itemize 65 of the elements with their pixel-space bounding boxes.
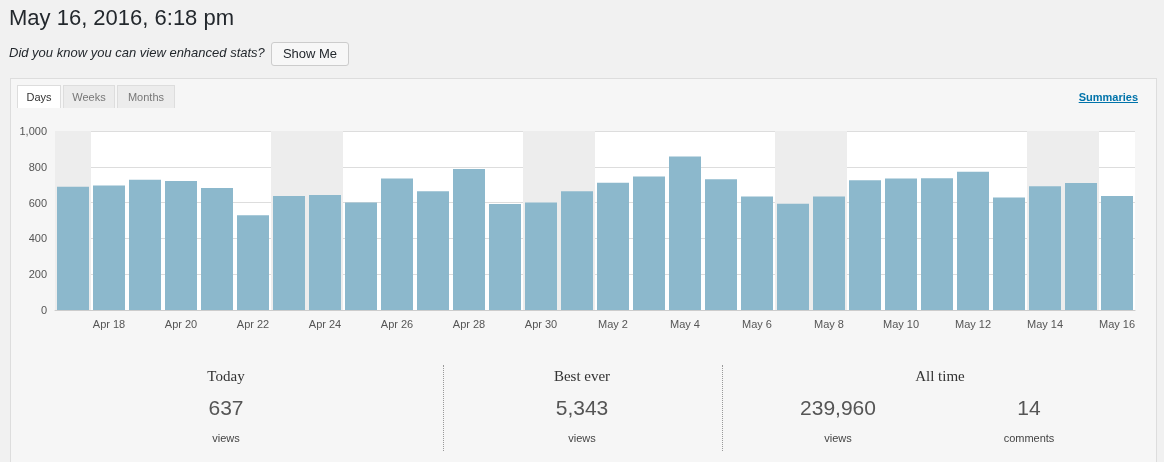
text: 239,960 [799,396,877,420]
bar [705,179,737,310]
x-tick-label: Apr 22 [236,317,270,330]
x-tick-label: Apr 24 [308,317,342,330]
x-tick-label: May 2 [598,317,628,330]
x-tick-label: May 4 [670,317,700,330]
bar [489,204,521,310]
bar [885,178,917,310]
text: views [823,432,853,444]
bar [1101,195,1133,310]
text: 14 [1016,396,1042,420]
x-tick-label: May 10 [882,317,920,330]
bar [561,191,593,310]
text: All time [914,368,966,385]
bar [921,178,953,310]
x-tick-label: Apr 20 [164,317,198,330]
y-tick-label: 0 [40,304,47,316]
bar [813,196,845,310]
bar [165,180,197,310]
x-tick-label: Apr 30 [524,317,558,330]
text: Today [206,368,246,385]
bar [633,176,665,310]
bar [777,203,809,310]
x-tick-label: May 12 [954,317,992,330]
text: views [567,432,597,444]
x-tick-label: May 16 [1098,317,1136,330]
x-tick-label: May 8 [814,317,844,330]
text: 5,343 [554,396,610,420]
bar [1065,183,1097,310]
x-tick-label: May 14 [1026,317,1064,330]
y-tick-label: 200 [28,268,47,281]
text: Days [17,85,61,108]
bar [453,168,485,310]
bar [417,191,449,310]
chart-title: May 16, 2016, 6:18 pm [9,5,235,31]
bar [345,202,377,310]
bar [669,156,701,310]
bar [993,197,1025,310]
text: 637 [207,396,245,420]
y-tick-label: 600 [28,196,47,209]
x-tick-label: Apr 18 [92,317,126,330]
bar [129,179,161,310]
text: Months [117,85,175,108]
text: comments [1002,432,1056,444]
text: Weeks [63,85,115,108]
text: Show Me [271,42,349,66]
bar [201,187,233,310]
chart-subtitle: Did you know you can view enhanced stats? [9,45,265,60]
y-tick-label: 400 [28,232,47,245]
bar [741,196,773,310]
bar [525,202,557,310]
bar [273,195,305,310]
y-tick-label: 800 [28,160,47,173]
bar [1029,186,1061,310]
x-tick-label: May 6 [742,317,772,330]
x-tick-label: Apr 26 [380,317,414,330]
text: views [211,432,241,444]
bar [237,215,269,310]
text: Summaries [1078,91,1138,103]
bar [957,171,989,310]
text: Best ever [552,368,612,385]
bar [309,195,341,310]
bar [381,178,413,310]
x-tick-label: Apr 28 [452,317,486,330]
y-tick-label: 1,000 [19,125,47,137]
